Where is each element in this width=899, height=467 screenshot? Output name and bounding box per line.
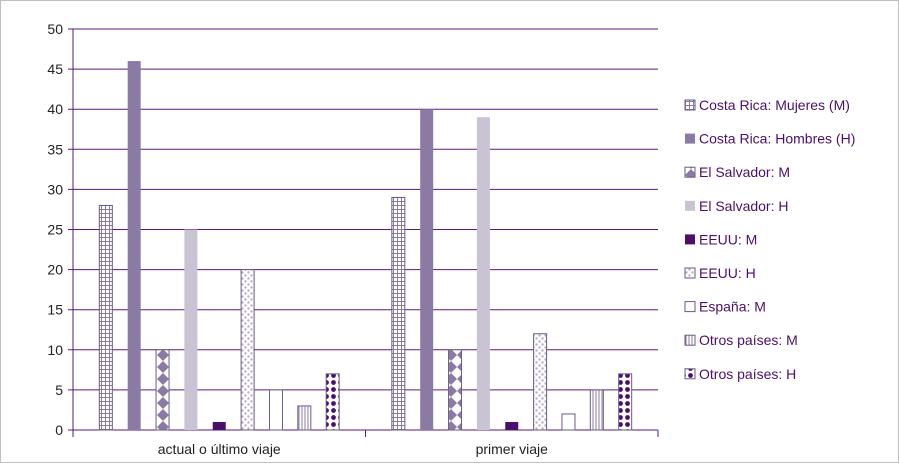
- bar: [240, 269, 255, 431]
- bar: [618, 373, 633, 431]
- legend-swatch: [684, 267, 696, 279]
- legend-label: El Salvador: M: [699, 164, 790, 180]
- y-tick-label: 10: [47, 342, 63, 358]
- bar: [505, 421, 519, 430]
- legend-swatch: [685, 133, 695, 144]
- y-tick-label: 20: [47, 262, 63, 278]
- bar: [420, 109, 434, 430]
- bar: [476, 117, 490, 430]
- bar: [533, 333, 548, 431]
- legend-label: Otros países: M: [699, 332, 798, 348]
- legend-swatch: [685, 234, 695, 245]
- bar: [98, 204, 113, 431]
- bar: [325, 373, 340, 431]
- bars: [98, 61, 633, 431]
- legend-label: EEUU: M: [699, 231, 757, 247]
- bar: [212, 421, 226, 430]
- legend-label: El Salvador: H: [699, 198, 788, 214]
- y-tick-label: 40: [47, 101, 63, 117]
- legend: Costa Rica: Mujeres (M) Costa Rica: Hombr…: [684, 97, 855, 382]
- y-tick-label: 25: [47, 222, 63, 238]
- bar: [127, 61, 141, 431]
- legend-swatch: [684, 166, 696, 178]
- legend-swatch: [684, 99, 696, 111]
- bar: [297, 405, 312, 431]
- y-tick-label: 5: [55, 382, 63, 398]
- bar: [184, 229, 198, 430]
- legend-swatch: [684, 301, 696, 313]
- legend-swatch: [684, 368, 696, 380]
- x-tick-label: primer viaje: [476, 441, 549, 457]
- bar: [391, 196, 406, 431]
- legend-label: Otros países: H: [699, 366, 796, 382]
- axes: 0 5 10 15 20 25 30 35 40 45 50 actual o último viaj…: [47, 21, 659, 457]
- x-tick-label: actual o último viaje: [158, 441, 281, 457]
- y-tick-label: 35: [47, 141, 63, 157]
- legend-label: Costa Rica: Mujeres (M): [699, 97, 850, 113]
- legend-label: Costa Rica: Hombres (H): [699, 131, 855, 147]
- bar: [268, 389, 283, 431]
- y-tick-label: 50: [47, 21, 63, 37]
- y-tick-label: 15: [47, 302, 63, 318]
- bar: [448, 349, 463, 431]
- y-tick-label: 0: [55, 422, 63, 438]
- legend-label: EEUU: H: [699, 265, 756, 281]
- legend-swatch: [685, 200, 695, 211]
- y-tick-label: 45: [47, 61, 63, 77]
- bar: [589, 389, 604, 431]
- legend-swatch: [684, 334, 696, 346]
- legend-label: España: M: [699, 299, 766, 315]
- bar: [155, 349, 170, 431]
- bar: [561, 413, 576, 431]
- y-tick-label: 30: [47, 181, 63, 197]
